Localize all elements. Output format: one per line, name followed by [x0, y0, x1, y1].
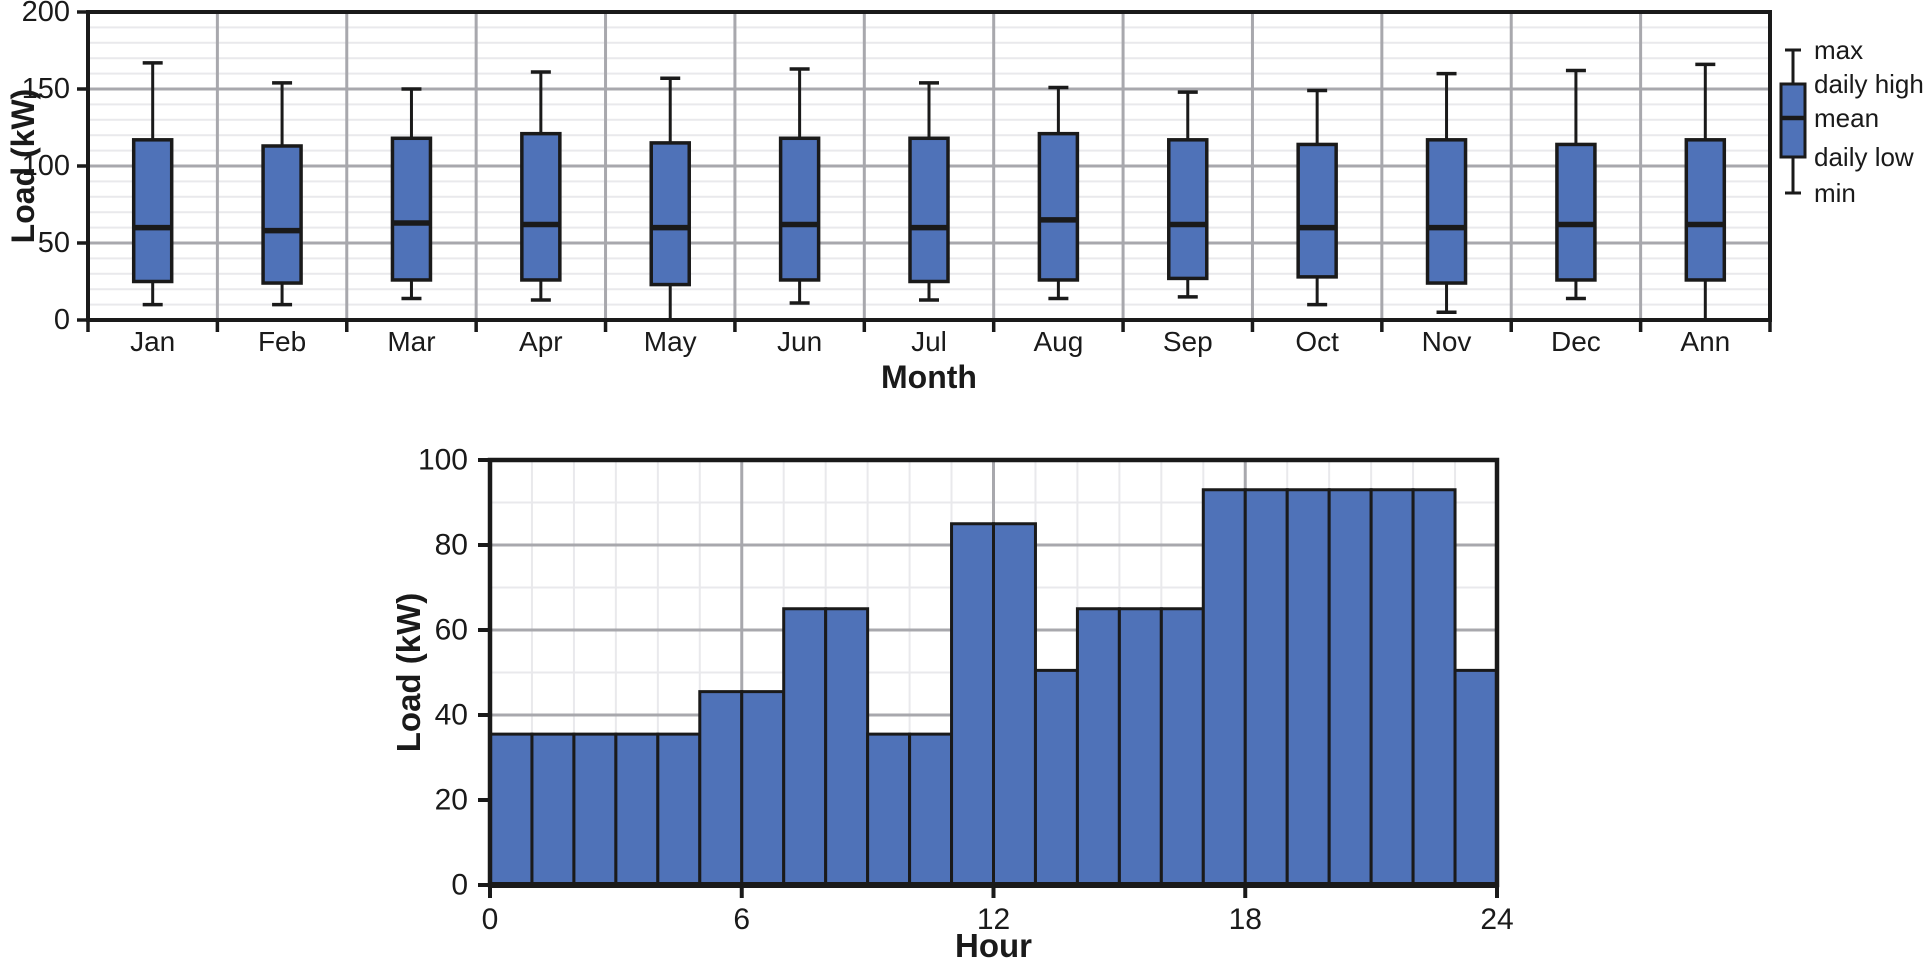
x-tick-label: Sep — [1163, 326, 1213, 357]
legend-label: max — [1814, 35, 1863, 65]
box — [131, 138, 174, 284]
x-tick-label: Jul — [911, 326, 947, 357]
y-tick-label: 20 — [435, 784, 468, 817]
x-tick-label: 6 — [733, 903, 750, 936]
bar-hour-23 — [1453, 668, 1499, 887]
x-tick-label: Apr — [519, 326, 563, 357]
boxplot-mar — [390, 87, 433, 301]
box — [1684, 138, 1727, 282]
box — [390, 136, 433, 282]
bar-hour-16 — [1159, 607, 1205, 887]
box — [261, 144, 303, 285]
x-axis-title: Hour — [955, 927, 1032, 960]
x-tick-label: Ann — [1680, 326, 1730, 357]
y-tick-label: 100 — [418, 444, 468, 477]
box — [1037, 131, 1080, 282]
bar-hour-17 — [1201, 488, 1247, 887]
bar-hour-3 — [614, 732, 660, 887]
bar-hour-2 — [572, 732, 618, 887]
x-tick-label: 24 — [1480, 903, 1513, 936]
box — [1167, 138, 1209, 281]
box — [520, 131, 562, 282]
boxplot-jul — [908, 81, 950, 302]
bar-hour-1 — [530, 732, 576, 887]
x-tick-label: Jan — [130, 326, 175, 357]
box — [778, 136, 821, 282]
boxplot-apr — [520, 70, 562, 302]
boxplot-jan — [131, 61, 174, 307]
bar-hour-20 — [1327, 488, 1373, 887]
bar-hour-0 — [488, 732, 534, 887]
legend-label: mean — [1814, 103, 1879, 133]
x-tick-label: Jun — [777, 326, 822, 357]
boxplot-feb — [261, 81, 303, 307]
x-tick-label: Aug — [1033, 326, 1083, 357]
bar-hour-10 — [908, 732, 954, 887]
y-tick-label: 200 — [22, 0, 70, 28]
legend: max daily high mean daily low min — [1779, 35, 1924, 208]
bar-hour-6 — [740, 690, 786, 887]
y-tick-label: 150 — [22, 73, 70, 105]
bar-hour-5 — [698, 690, 744, 887]
y-tick-label: 50 — [38, 227, 70, 259]
legend-label: daily high — [1814, 69, 1924, 99]
x-tick-label: 12 — [977, 903, 1010, 936]
boxplot-nov — [1425, 71, 1468, 315]
x-tick-label: May — [644, 326, 697, 357]
monthly-boxplot-chart: 0 50 100 150 200 Jan Feb Mar Apr May Jun Jul Aug Sep O… — [5, 0, 1924, 395]
bar-hour-14 — [1075, 607, 1121, 887]
y-tick-label: 0 — [54, 304, 70, 336]
box — [908, 136, 950, 284]
bar-hour-8 — [824, 607, 870, 887]
x-tick-label: Mar — [387, 326, 435, 357]
boxplot-dec — [1555, 68, 1597, 301]
box — [1555, 142, 1597, 282]
x-tick-label: 0 — [482, 903, 499, 936]
x-tick-label: Nov — [1422, 326, 1472, 357]
bar-hour-18 — [1243, 488, 1289, 887]
x-tick-label: Dec — [1551, 326, 1601, 357]
y-tick-label: 60 — [435, 614, 468, 647]
box — [1425, 138, 1468, 285]
boxplot-jun — [778, 67, 821, 305]
y-tick-label: 40 — [435, 699, 468, 732]
y-tick-label: 100 — [22, 150, 70, 182]
bar-hour-21 — [1369, 488, 1415, 887]
legend-label: min — [1814, 178, 1856, 208]
bar-hour-15 — [1117, 607, 1163, 887]
boxplot-oct — [1296, 88, 1338, 307]
bar-hour-22 — [1411, 488, 1457, 887]
y-tick-label: 80 — [435, 529, 468, 562]
legend-box — [1779, 82, 1807, 159]
legend-label: daily low — [1814, 142, 1914, 172]
x-tick-label: Feb — [258, 326, 306, 357]
hourly-bar-chart: 0 20 40 60 80 100 0 6 12 18 24 Hour Load (kW) — [390, 444, 1514, 960]
y-axis-title: Load (kW) — [5, 89, 41, 244]
bar-hour-7 — [782, 607, 828, 887]
bar-hour-4 — [656, 732, 702, 887]
y-axis-title: Load (kW) — [390, 593, 427, 752]
boxplot-aug — [1037, 85, 1080, 301]
y-tick-label: 0 — [451, 869, 468, 902]
bar-hour-13 — [1033, 668, 1079, 887]
bar-hour-11 — [950, 522, 996, 887]
box — [1296, 142, 1338, 279]
bar-hour-9 — [866, 732, 912, 887]
x-axis-title: Month — [881, 359, 977, 395]
x-tick-label: Oct — [1295, 326, 1339, 357]
boxplot-may — [649, 76, 691, 322]
x-tick-label: 18 — [1229, 903, 1262, 936]
box — [649, 141, 691, 287]
boxplot-sep — [1167, 90, 1209, 299]
bar-hour-19 — [1285, 488, 1331, 887]
boxplot-ann — [1684, 62, 1727, 322]
bar-hour-12 — [992, 522, 1037, 887]
